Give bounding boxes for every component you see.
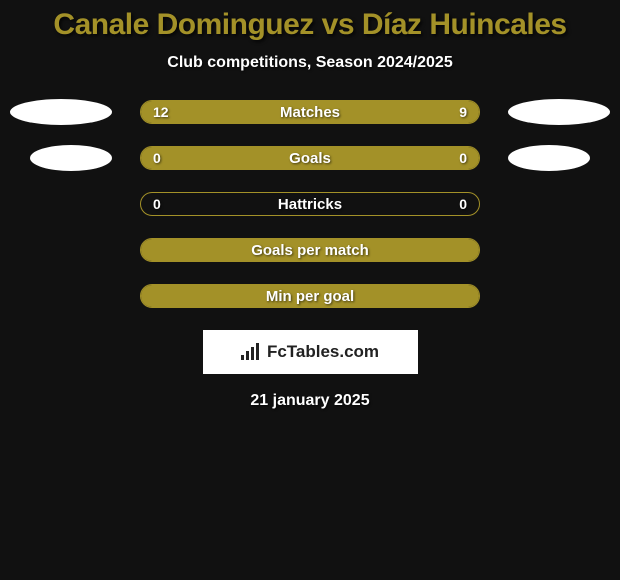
stat-value-left: 0 [153, 196, 161, 212]
avatar-right [508, 99, 610, 125]
comparison-container: Canale Dominguez vs Díaz Huincales Club … [0, 0, 620, 410]
stat-label: Goals per match [251, 242, 369, 259]
stat-bar: Min per goal [140, 284, 480, 308]
stat-row: Goals per match [0, 238, 620, 262]
stat-label: Matches [280, 104, 340, 121]
stat-row: 12 Matches 9 [0, 100, 620, 124]
avatar-right [508, 145, 590, 171]
stat-label: Min per goal [266, 288, 354, 305]
stat-bar: Goals per match [140, 238, 480, 262]
stat-value-right: 0 [459, 196, 467, 212]
stat-bar: 0 Goals 0 [140, 146, 480, 170]
logo-content: FcTables.com [241, 342, 379, 362]
stat-row: 0 Goals 0 [0, 146, 620, 170]
stat-bar: 12 Matches 9 [140, 100, 480, 124]
stat-value-right: 9 [459, 104, 467, 120]
date-text: 21 january 2025 [0, 392, 620, 410]
logo-box[interactable]: FcTables.com [203, 330, 418, 374]
page-title: Canale Dominguez vs Díaz Huincales [0, 8, 620, 42]
stat-value-left: 12 [153, 104, 169, 120]
stats-list: 12 Matches 9 0 Goals 0 0 Hattricks 0 Goals per ma… [0, 100, 620, 308]
stat-bar: 0 Hattricks 0 [140, 192, 480, 216]
avatar-left [30, 145, 112, 171]
stat-row: Min per goal [0, 284, 620, 308]
stat-label: Hattricks [278, 196, 342, 213]
avatar-left [10, 99, 112, 125]
stat-value-left: 0 [153, 150, 161, 166]
chart-icon [241, 342, 263, 362]
stat-label: Goals [289, 150, 331, 167]
stat-value-right: 0 [459, 150, 467, 166]
stat-row: 0 Hattricks 0 [0, 192, 620, 216]
subtitle: Club competitions, Season 2024/2025 [0, 54, 620, 72]
logo-text: FcTables.com [267, 342, 379, 362]
